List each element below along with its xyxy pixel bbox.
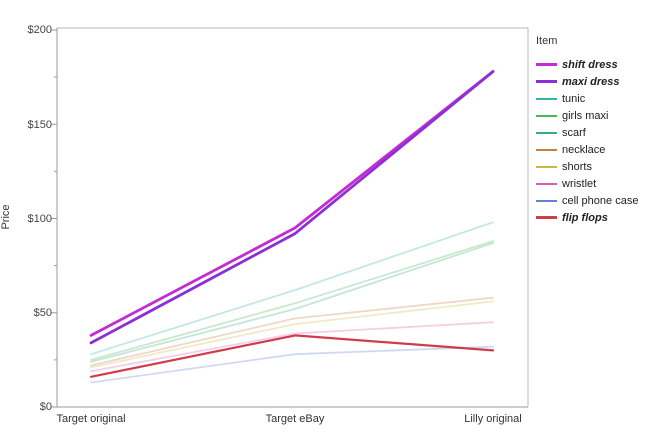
legend-swatch-scarf — [536, 131, 557, 134]
legend-label: girls maxi — [562, 109, 609, 122]
y-tick-label-150: $150 — [27, 119, 52, 131]
legend-label: necklace — [562, 143, 606, 156]
x-category-lilly-original: Lilly original — [464, 413, 522, 425]
legend: Item shift dress maxi dress tunic girls … — [536, 35, 652, 226]
legend-item-flip-flops[interactable]: flip flops — [536, 209, 652, 226]
series-line-girls-maxi[interactable] — [90, 240, 494, 361]
x-category-target-ebay: Target eBay — [265, 413, 325, 425]
series-lines-layer — [89, 70, 495, 384]
legend-swatch-necklace — [536, 148, 557, 151]
legend-swatch-wristlet — [536, 182, 557, 185]
series-line-flip-flops[interactable] — [89, 334, 495, 378]
y-tick-label-100: $100 — [27, 213, 52, 225]
series-line-shift-dress[interactable] — [89, 70, 495, 337]
legend-swatch-girls-maxi — [536, 114, 557, 117]
series-line-necklace[interactable] — [90, 296, 494, 367]
legend-label: tunic — [562, 92, 586, 105]
legend-item-maxi-dress[interactable]: maxi dress — [536, 73, 652, 90]
axes-layer — [51, 27, 529, 408]
series-line-cell-phone-case[interactable] — [90, 345, 494, 384]
legend-item-shift-dress[interactable]: shift dress — [536, 56, 652, 73]
y-tick-label-50: $50 — [33, 307, 52, 319]
legend-item-scarf[interactable]: scarf — [536, 124, 652, 141]
legend-label: shift dress — [562, 58, 618, 71]
legend-label: wristlet — [562, 177, 597, 190]
legend-label: cell phone case — [562, 194, 639, 207]
legend-label: flip flops — [562, 211, 608, 224]
legend-item-cell-phone-case[interactable]: cell phone case — [536, 192, 652, 209]
legend-item-shorts[interactable]: shorts — [536, 158, 652, 175]
legend-swatch-cell-phone-case — [536, 199, 557, 202]
legend-label: shorts — [562, 160, 592, 173]
plot-frame — [57, 27, 529, 407]
legend-item-necklace[interactable]: necklace — [536, 141, 652, 158]
legend-label: maxi dress — [562, 75, 620, 88]
series-line-maxi-dress[interactable] — [89, 70, 495, 345]
series-line-shorts[interactable] — [90, 300, 494, 369]
legend-title: Item — [536, 35, 558, 47]
legend-item-girls-maxi[interactable]: girls maxi — [536, 107, 652, 124]
y-tick-label-0: $0 — [39, 401, 52, 413]
x-category-target-original: Target original — [56, 413, 126, 425]
legend-swatch-tunic — [536, 97, 557, 100]
series-line-scarf[interactable] — [90, 242, 494, 363]
legend-swatch-flip-flops — [536, 216, 557, 219]
legend-label: scarf — [562, 126, 586, 139]
legend-swatch-maxi-dress — [536, 80, 557, 83]
y-tick-label-200: $200 — [27, 24, 52, 36]
legend-item-tunic[interactable]: tunic — [536, 90, 652, 107]
legend-swatch-shift-dress — [536, 63, 557, 66]
series-line-tunic[interactable] — [90, 221, 494, 356]
legend-swatch-shorts — [536, 165, 557, 168]
legend-item-wristlet[interactable]: wristlet — [536, 175, 652, 192]
series-line-wristlet[interactable] — [90, 321, 494, 373]
